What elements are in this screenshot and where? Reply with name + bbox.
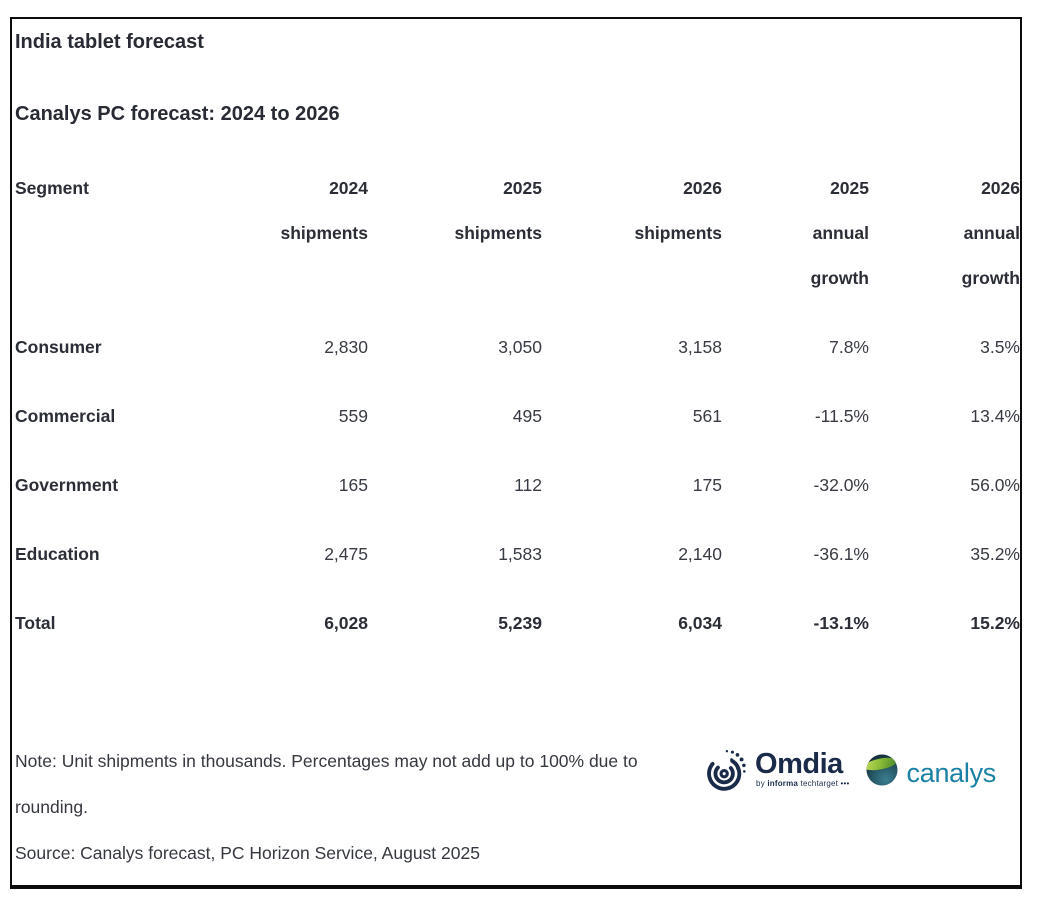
segment-cell: Education	[15, 544, 100, 564]
value-cell: 559	[338, 406, 368, 426]
omdia-tagline: by informa techtarget •••	[756, 779, 850, 788]
forecast-card: India tablet forecast Canalys PC forecas…	[10, 17, 1022, 889]
value-cell: 35.2%	[970, 544, 1020, 564]
value-cell: 13.4%	[970, 406, 1020, 426]
note-text: Note: Unit shipments in thousands. Perce…	[15, 751, 638, 817]
segment-cell: Government	[15, 475, 119, 495]
table-row-total: Total 6,028 5,239 6,034 -13.1% 15.2%	[15, 589, 1020, 658]
source-text: Source: Canalys forecast, PC Horizon Ser…	[15, 843, 480, 863]
value-cell: 561	[692, 406, 722, 426]
value-cell: -32.0%	[813, 475, 869, 495]
value-cell: 2,140	[678, 544, 722, 564]
value-cell: 495	[512, 406, 542, 426]
value-cell: 3,158	[678, 337, 722, 357]
table-row-government: Government 165 112 175 -32.0% 56.0%	[15, 451, 1020, 520]
value-cell: -13.1%	[813, 613, 869, 633]
value-cell: 7.8%	[829, 337, 869, 357]
omdia-logo: Omdia by informa techtarget •••	[704, 746, 850, 799]
table-row-education: Education 2,475 1,583 2,140 -36.1% 35.2%	[15, 520, 1020, 589]
column-header-2025-shipments: 2025 shipments	[454, 178, 542, 243]
value-cell: 6,034	[678, 613, 722, 633]
value-cell: -11.5%	[814, 406, 869, 426]
value-cell: 112	[514, 475, 542, 495]
column-header-2026-growth: 2026 annual growth	[961, 178, 1020, 288]
omdia-wordmark: Omdia	[755, 748, 843, 780]
value-cell: -36.1%	[813, 544, 869, 564]
value-cell: 5,239	[498, 613, 542, 633]
column-header-segment: Segment	[15, 178, 89, 198]
value-cell: 15.2%	[970, 613, 1020, 633]
value-cell: 56.0%	[970, 475, 1020, 495]
table-header-row: Segment 2024 shipments 2025 shipments 20…	[15, 166, 1020, 313]
value-cell: 165	[338, 475, 368, 495]
value-cell: 2,475	[324, 544, 368, 564]
segment-cell: Commercial	[15, 406, 116, 426]
column-header-2024-shipments: 2024 shipments	[280, 178, 368, 243]
page-title: India tablet forecast	[15, 31, 204, 53]
segment-cell: Total	[15, 613, 56, 633]
footer: Note: Unit shipments in thousands. Perce…	[15, 738, 1020, 876]
value-cell: 3.5%	[980, 337, 1020, 357]
canalys-wordmark: canalys	[906, 757, 997, 788]
logo-group: Omdia by informa techtarget •••	[704, 746, 996, 799]
table-row-consumer: Consumer 2,830 3,050 3,158 7.8% 3.5%	[15, 313, 1020, 382]
value-cell: 2,830	[324, 337, 368, 357]
footnotes: Note: Unit shipments in thousands. Perce…	[15, 738, 680, 876]
value-cell: 6,028	[324, 613, 368, 633]
segment-cell: Consumer	[15, 337, 102, 357]
canalys-logo: canalys	[865, 753, 996, 792]
table-row-commercial: Commercial 559 495 561 -11.5% 13.4%	[15, 382, 1020, 451]
page-subtitle: Canalys PC forecast: 2024 to 2026	[15, 103, 340, 125]
value-cell: 1,583	[498, 544, 542, 564]
value-cell: 175	[692, 475, 722, 495]
value-cell: 3,050	[498, 337, 542, 357]
forecast-table: Segment 2024 shipments 2025 shipments 20…	[15, 166, 1020, 658]
column-header-2025-growth: 2025 annual growth	[810, 178, 869, 288]
canalys-globe-icon	[865, 753, 899, 792]
omdia-spiral-icon	[704, 746, 748, 799]
column-header-2026-shipments: 2026 shipments	[634, 178, 722, 243]
